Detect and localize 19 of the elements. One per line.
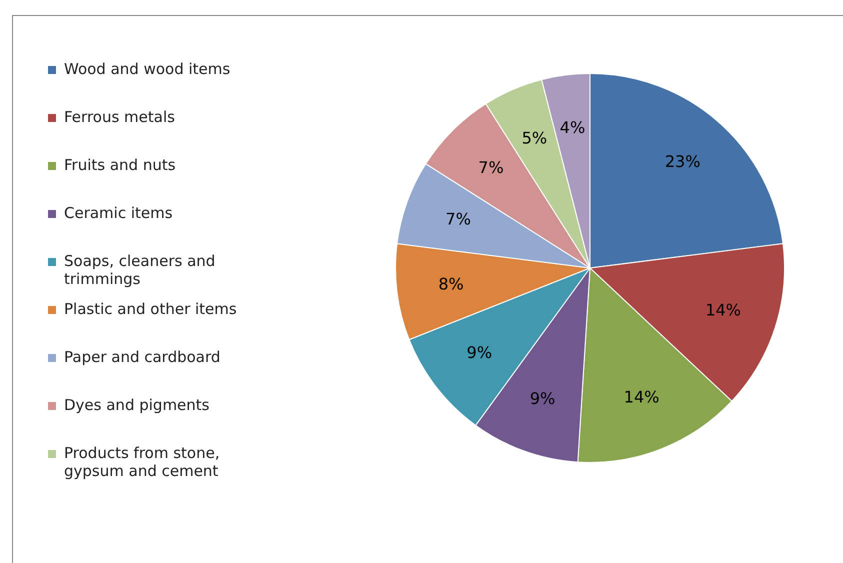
data-label: 23%: [664, 152, 700, 172]
data-label: 14%: [624, 387, 660, 406]
data-label: 14%: [705, 300, 741, 320]
legend-label: Fruits and nuts: [64, 156, 176, 174]
legend-label: Ceramic items: [64, 204, 173, 222]
legend-label: Plastic and other items: [64, 300, 237, 318]
legend-label: Products from stone, gypsum and cement: [64, 444, 221, 480]
data-label: 7%: [446, 210, 471, 229]
legend-label: Dyes and pigments: [64, 396, 210, 414]
data-label: 5%: [522, 128, 548, 148]
data-label: 7%: [478, 158, 504, 178]
legend-label: Soaps, cleaners and trimmings: [64, 252, 216, 288]
legend-label: Wood and wood items: [64, 60, 230, 78]
data-label: 9%: [530, 388, 556, 408]
legend-label: Paper and cardboard: [64, 348, 220, 366]
data-label: 8%: [438, 274, 464, 294]
legend-label: Ferrous metals: [64, 108, 175, 126]
data-label: 4%: [560, 118, 586, 138]
data-label: 9%: [466, 342, 492, 362]
